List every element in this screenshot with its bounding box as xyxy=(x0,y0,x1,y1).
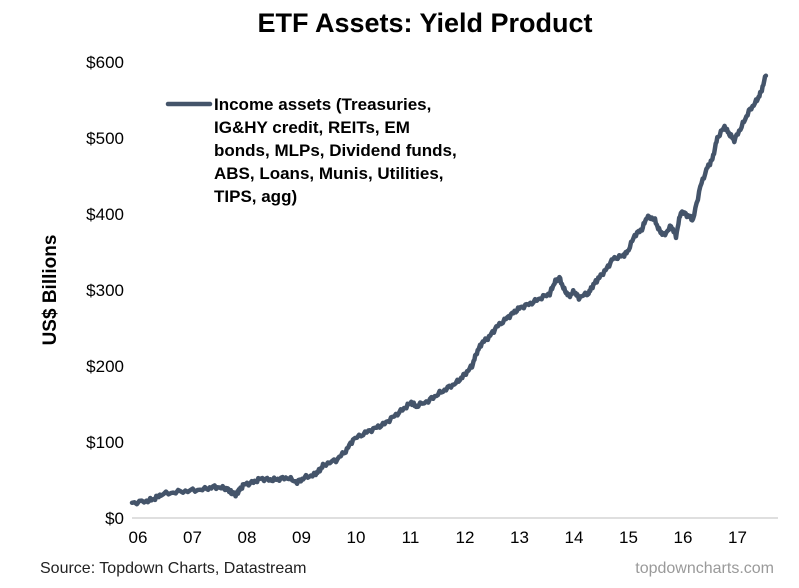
legend-line-4: ABS, Loans, Munis, Utilities, xyxy=(214,164,444,183)
y-tick-label: $500 xyxy=(86,129,124,148)
x-tick-label: 16 xyxy=(674,528,693,547)
legend-line-3: bonds, MLPs, Dividend funds, xyxy=(214,141,457,160)
x-tick-label: 06 xyxy=(129,528,148,547)
legend-line-2: IG&HY credit, REITs, EM xyxy=(214,118,410,137)
source-note: Source: Topdown Charts, Datastream xyxy=(40,560,307,577)
x-tick-label: 12 xyxy=(456,528,475,547)
legend-line-1: Income assets (Treasuries, xyxy=(214,95,431,114)
y-axis-ticks: $0 $100 $200 $300 $400 $500 $600 xyxy=(86,53,124,528)
x-tick-label: 07 xyxy=(183,528,202,547)
y-tick-label: $100 xyxy=(86,433,124,452)
x-tick-label: 11 xyxy=(402,528,420,547)
legend-line-5: TIPS, agg) xyxy=(214,187,297,206)
x-tick-label: 13 xyxy=(510,528,529,547)
brand-watermark: topdowncharts.com xyxy=(635,560,774,577)
x-axis-ticks: 06 07 08 09 10 11 12 13 14 15 16 17 xyxy=(129,528,747,547)
y-tick-label: $0 xyxy=(105,509,124,528)
chart-title: ETF Assets: Yield Product xyxy=(257,8,592,38)
series-line-income-assets xyxy=(129,73,769,507)
x-tick-label: 15 xyxy=(619,528,638,547)
y-tick-label: $300 xyxy=(86,281,124,300)
legend: Income assets (Treasuries, IG&HY credit,… xyxy=(165,95,457,206)
x-tick-label: 14 xyxy=(565,528,584,547)
y-tick-label: $200 xyxy=(86,357,124,376)
x-tick-label: 09 xyxy=(292,528,311,547)
y-axis-label: US$ Billions xyxy=(40,235,61,346)
x-tick-label: 08 xyxy=(238,528,257,547)
x-tick-label: 17 xyxy=(728,528,747,547)
x-tick-label: 10 xyxy=(347,528,366,547)
y-tick-label: $400 xyxy=(86,205,124,224)
y-tick-label: $600 xyxy=(86,53,124,72)
